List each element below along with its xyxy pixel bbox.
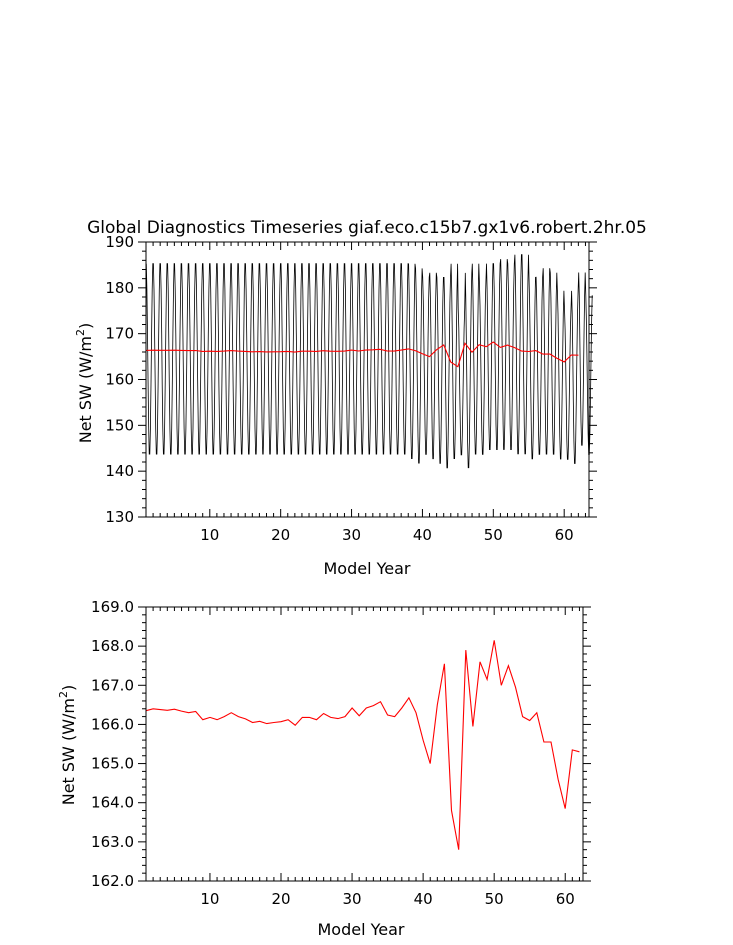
bottom-chart-x-tick-label: 50: [485, 890, 504, 908]
top-chart-series-monthly-line: [145, 254, 593, 469]
top-chart-series-annual-mean-line: [145, 341, 579, 368]
bottom-chart-y-tick-label: 166.0: [91, 715, 134, 733]
bottom-chart-x-tick-label: 10: [200, 890, 219, 908]
top-chart-series: [145, 254, 593, 469]
bottom-chart-series-annual-mean-line: [145, 640, 580, 850]
bottom-chart-y-tick-label: 162.0: [91, 872, 134, 890]
top-chart-y-tick-label: 160: [105, 371, 134, 389]
top-chart-x-tick-label: 60: [555, 526, 574, 544]
top-chart-frame: [145, 241, 590, 518]
top-chart-x-tick-label: 10: [200, 526, 219, 544]
bottom-chart-ylabel-suffix: ): [59, 685, 78, 691]
top-chart-x-tick-label: 40: [413, 526, 432, 544]
top-chart-x-tick-label: 50: [484, 526, 503, 544]
bottom-chart-ylabel-sup: 2: [57, 691, 70, 698]
bottom-chart-frame: [145, 606, 584, 882]
top-chart-ylabel: Net SW (W/m2): [74, 323, 95, 444]
bottom-chart-series: [145, 640, 580, 850]
bottom-chart-ylabel: Net SW (W/m2): [57, 685, 78, 806]
bottom-chart-y-tick-label: 167.0: [91, 676, 134, 694]
bottom-chart-y-tick-label: 164.0: [91, 794, 134, 812]
top-chart-ylabel-text: Net SW (W/m: [76, 336, 95, 443]
bottom-chart-ticks: 10 20 30 40 50 60 162.0 163.0 164.0 165.0 166.0 167…: [91, 598, 591, 908]
bottom-chart-xlabel: Model Year: [318, 920, 405, 939]
top-chart-y-tick-label: 180: [105, 279, 134, 297]
bottom-chart-ylabel-text: Net SW (W/m: [59, 698, 78, 805]
bottom-chart-x-tick-label: 40: [414, 890, 433, 908]
bottom-chart: 10 20 30 40 50 60 162.0 163.0 164.0 165.0 166.0 167…: [57, 598, 591, 939]
bottom-chart-y-tick-label: 168.0: [91, 637, 134, 655]
top-chart-y-tick-label: 150: [105, 416, 134, 434]
figure-title: Global Diagnostics Timeseries giaf.eco.c…: [87, 218, 647, 238]
top-chart-x-tick-label: 30: [342, 526, 361, 544]
top-chart-ylabel-suffix: ): [76, 323, 95, 329]
bottom-chart-y-tick-label: 165.0: [91, 755, 134, 773]
top-chart: 10 20 30 40 50 60 130 140 150 160 170 180 190 Model …: [74, 233, 597, 578]
top-chart-y-tick-label: 130: [105, 508, 134, 526]
bottom-chart-x-tick-label: 30: [343, 890, 362, 908]
bottom-chart-y-tick-label: 163.0: [91, 833, 134, 851]
bottom-chart-x-tick-label: 60: [556, 890, 575, 908]
bottom-chart-x-tick-label: 20: [271, 890, 290, 908]
top-chart-x-tick-label: 20: [271, 526, 290, 544]
top-chart-y-tick-label: 140: [105, 462, 134, 480]
top-chart-ylabel-sup: 2: [74, 329, 87, 336]
top-chart-y-tick-label: 170: [105, 325, 134, 343]
top-chart-xlabel: Model Year: [324, 559, 411, 578]
top-chart-y-tick-label: 190: [105, 233, 134, 251]
bottom-chart-y-tick-label: 169.0: [91, 598, 134, 616]
top-chart-ticks: 10 20 30 40 50 60 130 140 150 160 170 180 190: [105, 233, 597, 544]
